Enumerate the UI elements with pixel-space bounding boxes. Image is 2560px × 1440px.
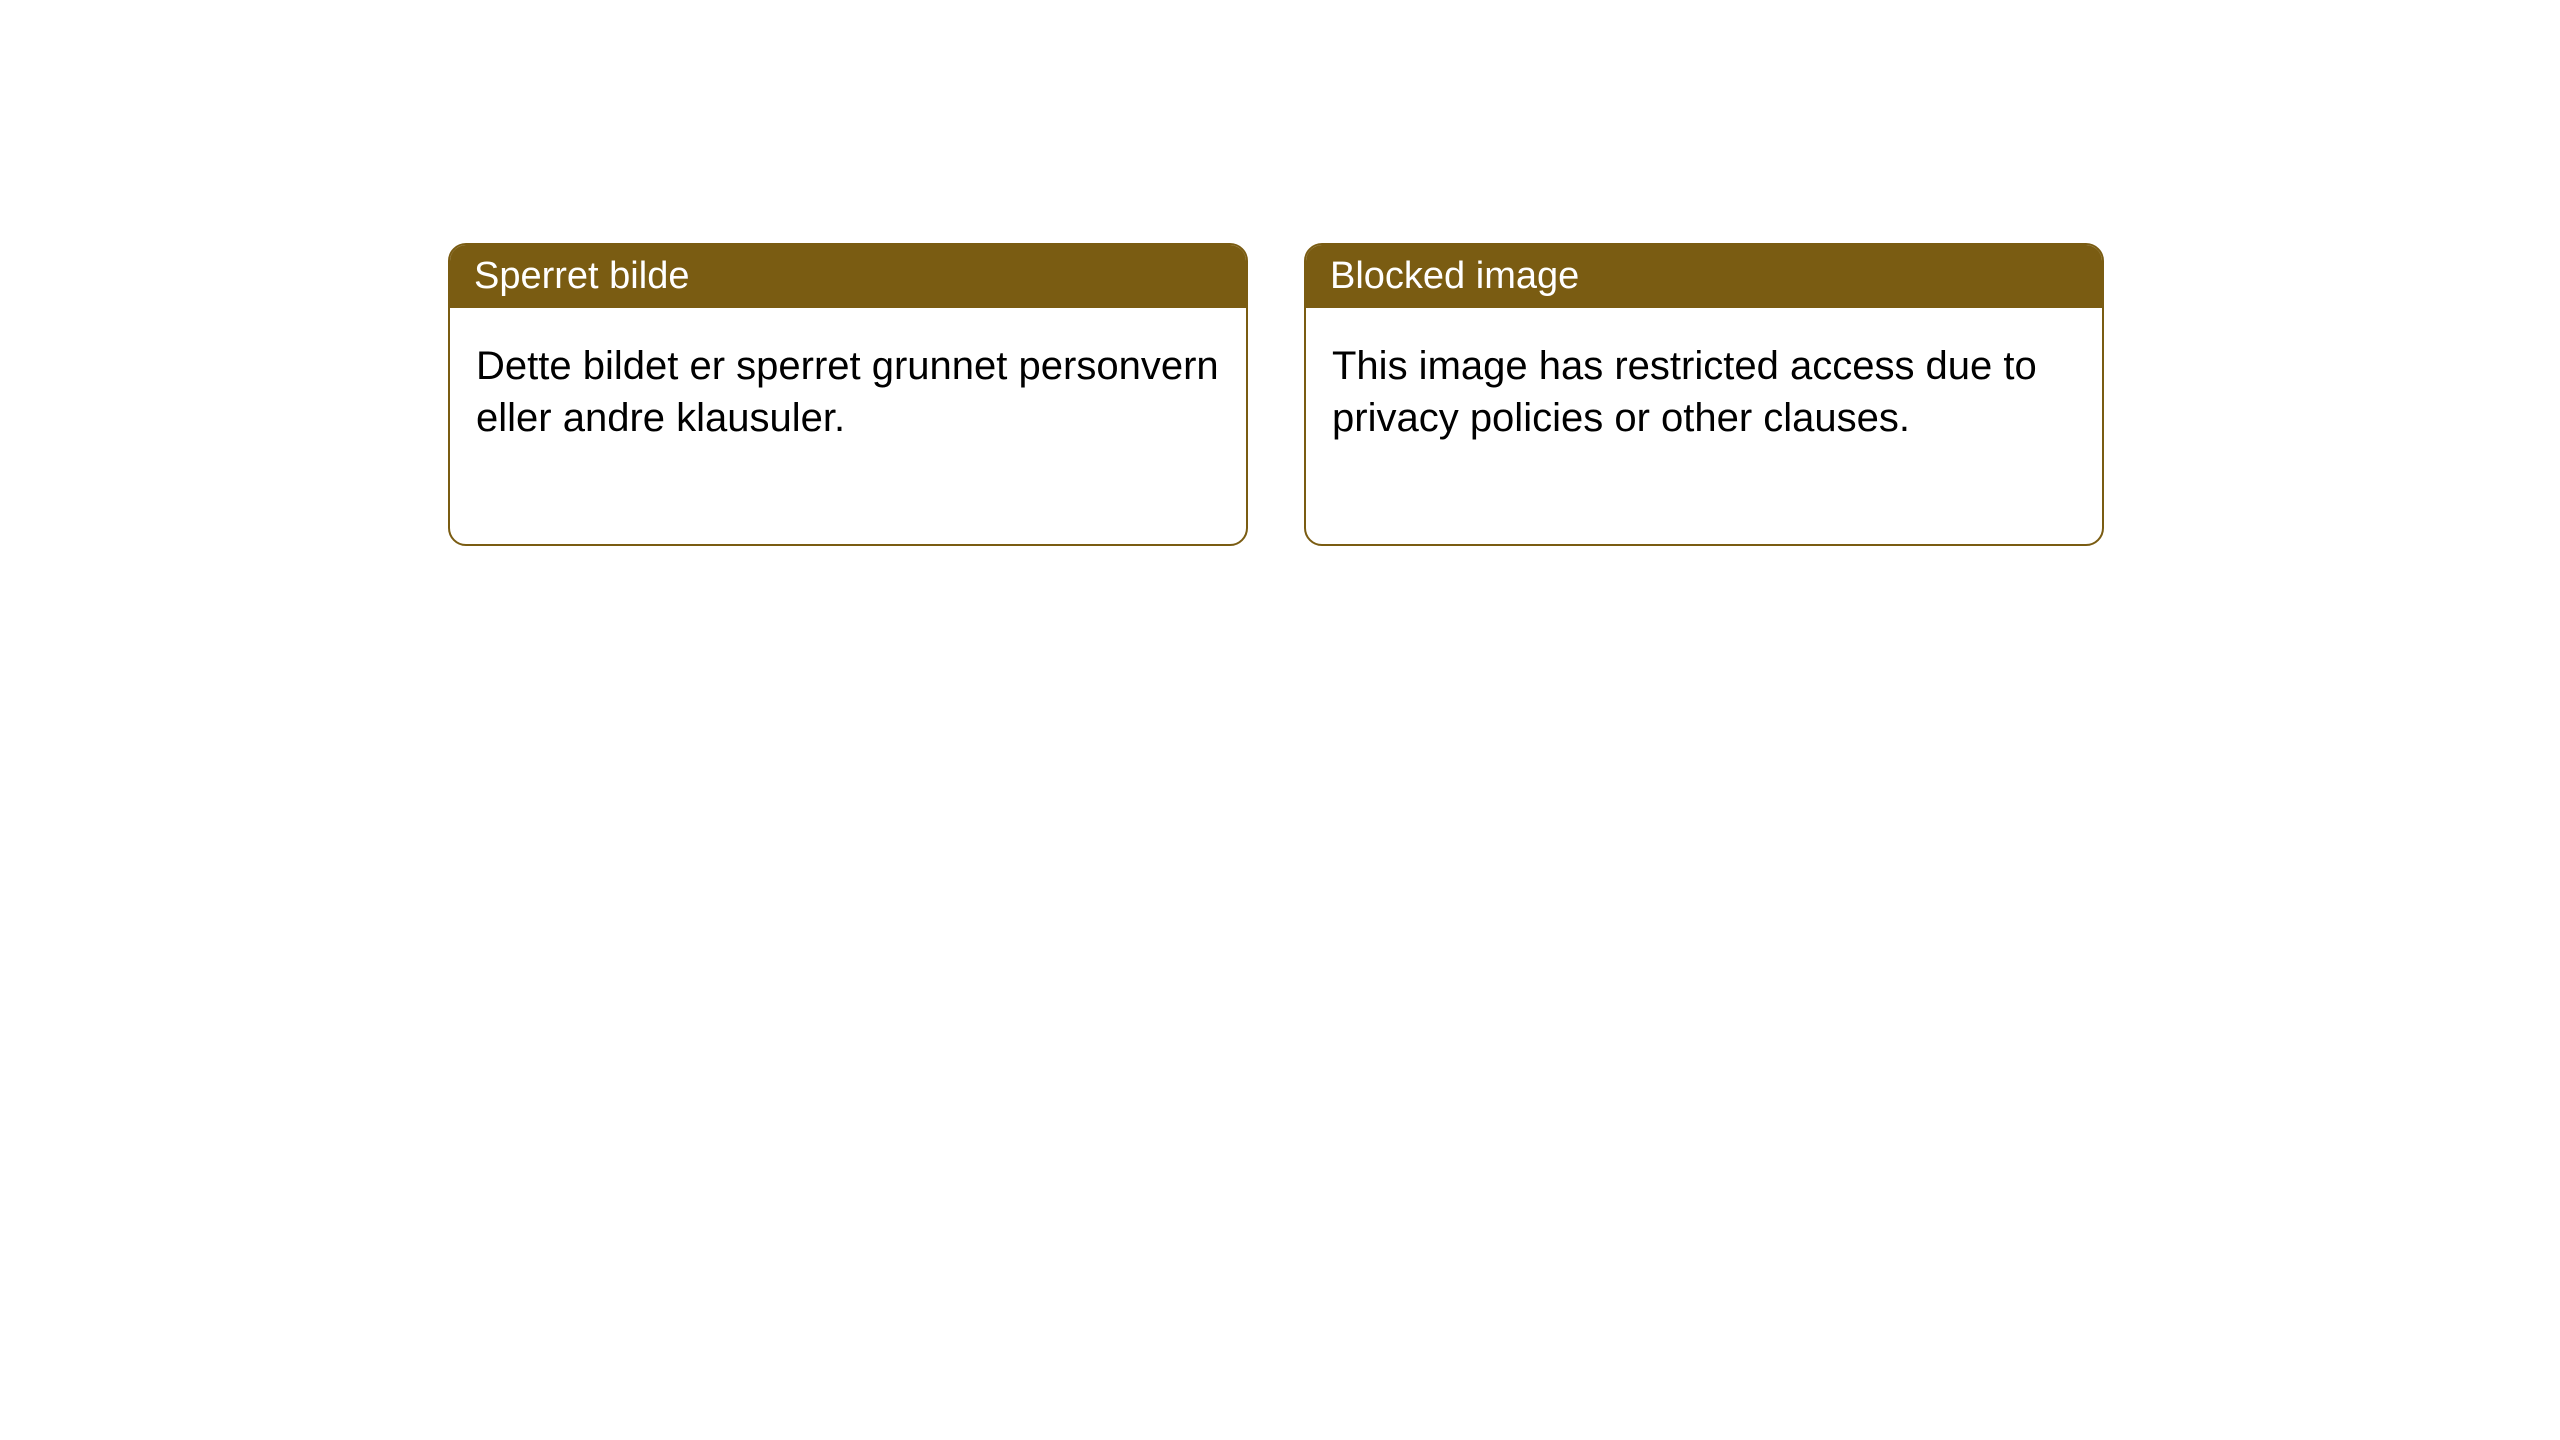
notice-container: Sperret bilde Dette bildet er sperret gr… (448, 243, 2104, 546)
notice-body-text: Dette bildet er sperret grunnet personve… (476, 344, 1219, 440)
notice-header: Blocked image (1306, 245, 2102, 308)
notice-body: This image has restricted access due to … (1306, 308, 2102, 544)
notice-title: Blocked image (1330, 255, 1579, 297)
notice-card-norwegian: Sperret bilde Dette bildet er sperret gr… (448, 243, 1248, 546)
notice-card-english: Blocked image This image has restricted … (1304, 243, 2104, 546)
notice-header: Sperret bilde (450, 245, 1246, 308)
notice-title: Sperret bilde (474, 255, 689, 297)
notice-body-text: This image has restricted access due to … (1332, 344, 2037, 440)
notice-body: Dette bildet er sperret grunnet personve… (450, 308, 1246, 544)
